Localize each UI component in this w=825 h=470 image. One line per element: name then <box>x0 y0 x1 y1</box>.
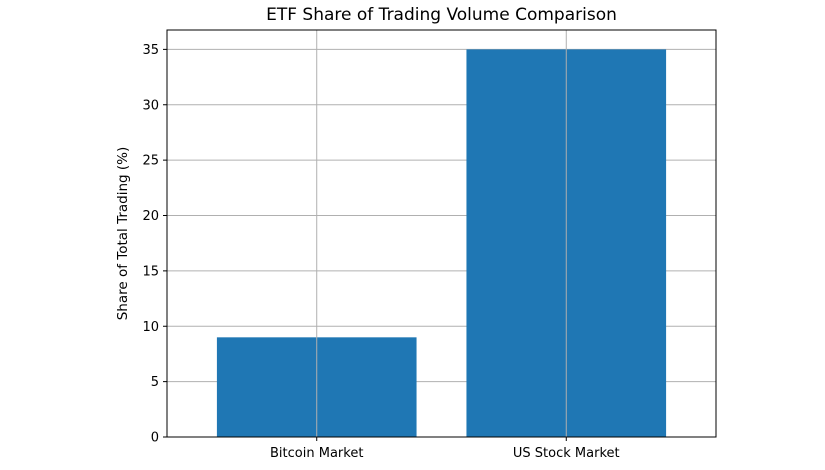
y-tick-label: 5 <box>151 375 159 390</box>
y-tick-label: 25 <box>142 154 159 169</box>
y-axis-ticks: 0 5 10 15 20 25 30 35 <box>142 43 167 446</box>
x-axis-ticks: Bitcoin Market US Stock Market <box>270 437 620 461</box>
vertical-grid-lines <box>316 30 567 437</box>
chart-title: ETF Share of Trading Volume Comparison <box>266 5 617 25</box>
y-tick-label: 0 <box>151 431 159 446</box>
y-axis-label: Share of Total Trading (%) <box>115 147 131 321</box>
y-tick-label: 15 <box>142 264 159 279</box>
y-tick-label: 10 <box>142 320 159 335</box>
y-tick-label: 30 <box>142 98 159 113</box>
plot-frame <box>166 29 717 438</box>
x-tick-label: Bitcoin Market <box>270 446 363 461</box>
x-tick-label: US Stock Market <box>513 446 620 461</box>
y-tick-label: 20 <box>142 209 159 224</box>
y-tick-label: 35 <box>142 43 159 58</box>
